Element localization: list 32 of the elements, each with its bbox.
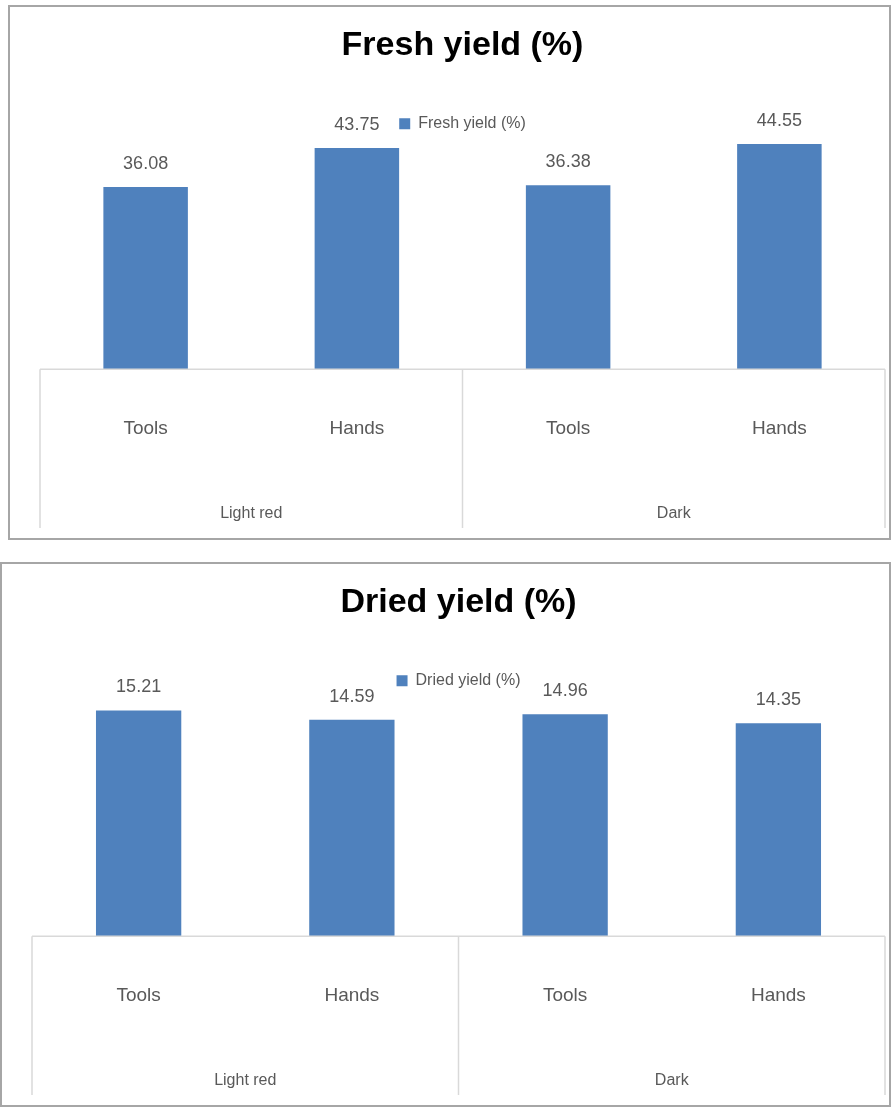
data-label: 44.55 xyxy=(756,110,802,131)
data-label: 36.38 xyxy=(545,151,591,172)
data-label: 43.75 xyxy=(334,114,380,135)
x-tick-label: Hands xyxy=(324,983,380,1005)
bar xyxy=(525,185,611,370)
bar xyxy=(95,710,182,937)
x-tick-label: Hands xyxy=(751,416,807,438)
bar xyxy=(522,714,608,937)
data-label: 15.21 xyxy=(116,676,162,697)
bar xyxy=(103,186,188,370)
x-tick-label: Tools xyxy=(545,416,591,438)
bar xyxy=(735,723,822,937)
bar xyxy=(737,144,822,370)
text: Light red xyxy=(214,1071,277,1089)
chart-title: Dried yield (%) xyxy=(340,580,577,619)
data-label: 36.08 xyxy=(123,152,169,173)
x-tick-label: Tools xyxy=(542,983,588,1005)
chart-title: Fresh yield (%) xyxy=(341,23,584,62)
x-tick-label: Tools xyxy=(116,983,161,1005)
x-tick-label: Hands xyxy=(329,416,385,438)
text: Dark xyxy=(654,1071,690,1089)
x-tick-label: Hands xyxy=(750,983,806,1005)
legend-label: Fresh yield (%) xyxy=(418,114,526,132)
text: Dark xyxy=(656,504,692,522)
bar xyxy=(314,148,400,370)
legend-label: Dried yield (%) xyxy=(415,671,521,689)
data-label: 14.96 xyxy=(542,680,588,701)
bar xyxy=(309,719,395,937)
data-label: 14.59 xyxy=(329,685,375,706)
text: Light red xyxy=(220,504,283,522)
x-tick-label: Tools xyxy=(123,416,168,438)
data-label: 14.35 xyxy=(755,689,801,710)
